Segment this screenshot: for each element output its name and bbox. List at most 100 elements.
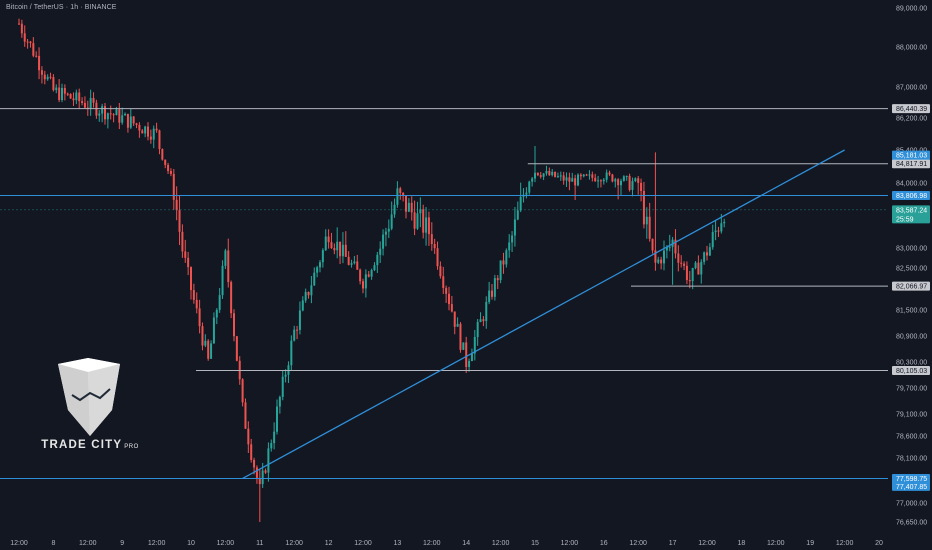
up-candle	[270, 439, 273, 452]
x-axis-tick-label: 11	[256, 540, 263, 547]
up-candle	[714, 220, 717, 241]
candle-body	[499, 260, 502, 281]
up-candle	[528, 180, 531, 195]
down-candle	[327, 229, 330, 249]
down-candle	[181, 224, 184, 258]
candle-body	[313, 272, 316, 286]
candle-body	[23, 33, 26, 42]
resistance-86440-tag: 86,440.39	[892, 104, 930, 114]
candle-body	[402, 193, 405, 196]
down-candle	[164, 159, 167, 169]
up-candle	[384, 227, 387, 247]
ascending-trendline[interactable]	[242, 149, 845, 480]
candle-body	[571, 178, 574, 182]
down-candle	[640, 178, 643, 202]
y-axis-tick-label: 86,200.00	[896, 116, 927, 123]
candle-body	[281, 376, 284, 397]
candle-body	[660, 259, 663, 264]
candle-body	[654, 250, 657, 263]
down-candle	[138, 122, 141, 138]
candle-body	[318, 262, 322, 268]
candle-body	[456, 323, 459, 327]
down-candle	[43, 70, 46, 85]
candle-body	[551, 171, 554, 176]
x-axis-tick-label: 12:00	[423, 540, 441, 547]
candle-body	[235, 336, 238, 361]
up-candle	[588, 170, 591, 180]
candle-body	[496, 278, 499, 281]
up-candle	[456, 317, 459, 327]
candle-body	[307, 291, 310, 296]
candle-body	[241, 379, 244, 403]
candle-body	[640, 182, 643, 191]
candle-body	[49, 76, 52, 78]
up-candle	[350, 259, 353, 268]
down-candle	[347, 251, 350, 266]
candle-body	[407, 202, 410, 212]
candle-body	[479, 319, 482, 323]
up-candle	[493, 274, 496, 301]
down-candle	[677, 245, 680, 272]
down-candle	[439, 261, 442, 279]
candle-body	[195, 299, 198, 309]
down-candle	[307, 291, 310, 299]
candle-body	[711, 232, 714, 248]
down-candle	[536, 172, 539, 177]
down-candle	[608, 170, 611, 177]
candle-body	[75, 92, 78, 101]
candle-body	[296, 329, 299, 331]
candle-body	[78, 92, 81, 102]
candle-body	[473, 337, 476, 354]
y-axis-tick-label: 78,100.00	[896, 456, 927, 463]
candle-body	[427, 217, 430, 235]
candle-body	[625, 175, 628, 177]
candle-body	[330, 242, 333, 249]
candle-body	[353, 261, 356, 264]
up-candle	[224, 248, 227, 270]
down-candle	[155, 122, 158, 133]
price-tag-2-bg	[892, 481, 930, 491]
down-candle	[554, 171, 557, 178]
candle-body	[442, 276, 445, 288]
down-candle	[232, 309, 236, 342]
candles-group	[17, 18, 726, 522]
candle-body	[118, 109, 121, 123]
down-candle	[674, 229, 677, 259]
down-candle	[264, 468, 267, 474]
candle-body	[178, 210, 181, 232]
down-candle	[135, 122, 138, 129]
x-axis-tick-label: 12:00	[79, 540, 97, 547]
candle-body	[694, 262, 697, 269]
up-candle	[619, 178, 623, 196]
candle-body	[576, 174, 580, 186]
candle-body	[568, 177, 571, 182]
candle-body	[224, 250, 227, 266]
candle-body	[433, 244, 436, 249]
down-candle	[172, 168, 175, 210]
candle-body	[103, 106, 107, 120]
y-axis-tick-label: 89,000.00	[896, 6, 927, 13]
up-candle	[396, 181, 399, 208]
candle-body	[284, 374, 287, 377]
candle-body	[164, 159, 167, 165]
candle-body	[72, 98, 75, 101]
down-candle	[413, 200, 416, 236]
up-candle	[700, 259, 703, 284]
down-candle	[430, 222, 433, 251]
candle-body	[594, 177, 597, 182]
up-candle	[221, 260, 224, 299]
candle-body	[645, 216, 648, 225]
candle-body	[691, 268, 694, 282]
down-candle	[35, 51, 38, 58]
x-axis-tick-label: 10	[187, 540, 195, 547]
up-candle	[290, 335, 293, 371]
candle-body	[468, 360, 471, 367]
support-77598-tag-bg	[892, 474, 930, 484]
candle-body	[459, 323, 462, 350]
x-axis-tick-label: 20	[875, 540, 883, 547]
down-candle	[167, 162, 170, 174]
resistance-86440-tag-text: 86,440.39	[896, 106, 927, 113]
candle-body	[261, 470, 264, 485]
